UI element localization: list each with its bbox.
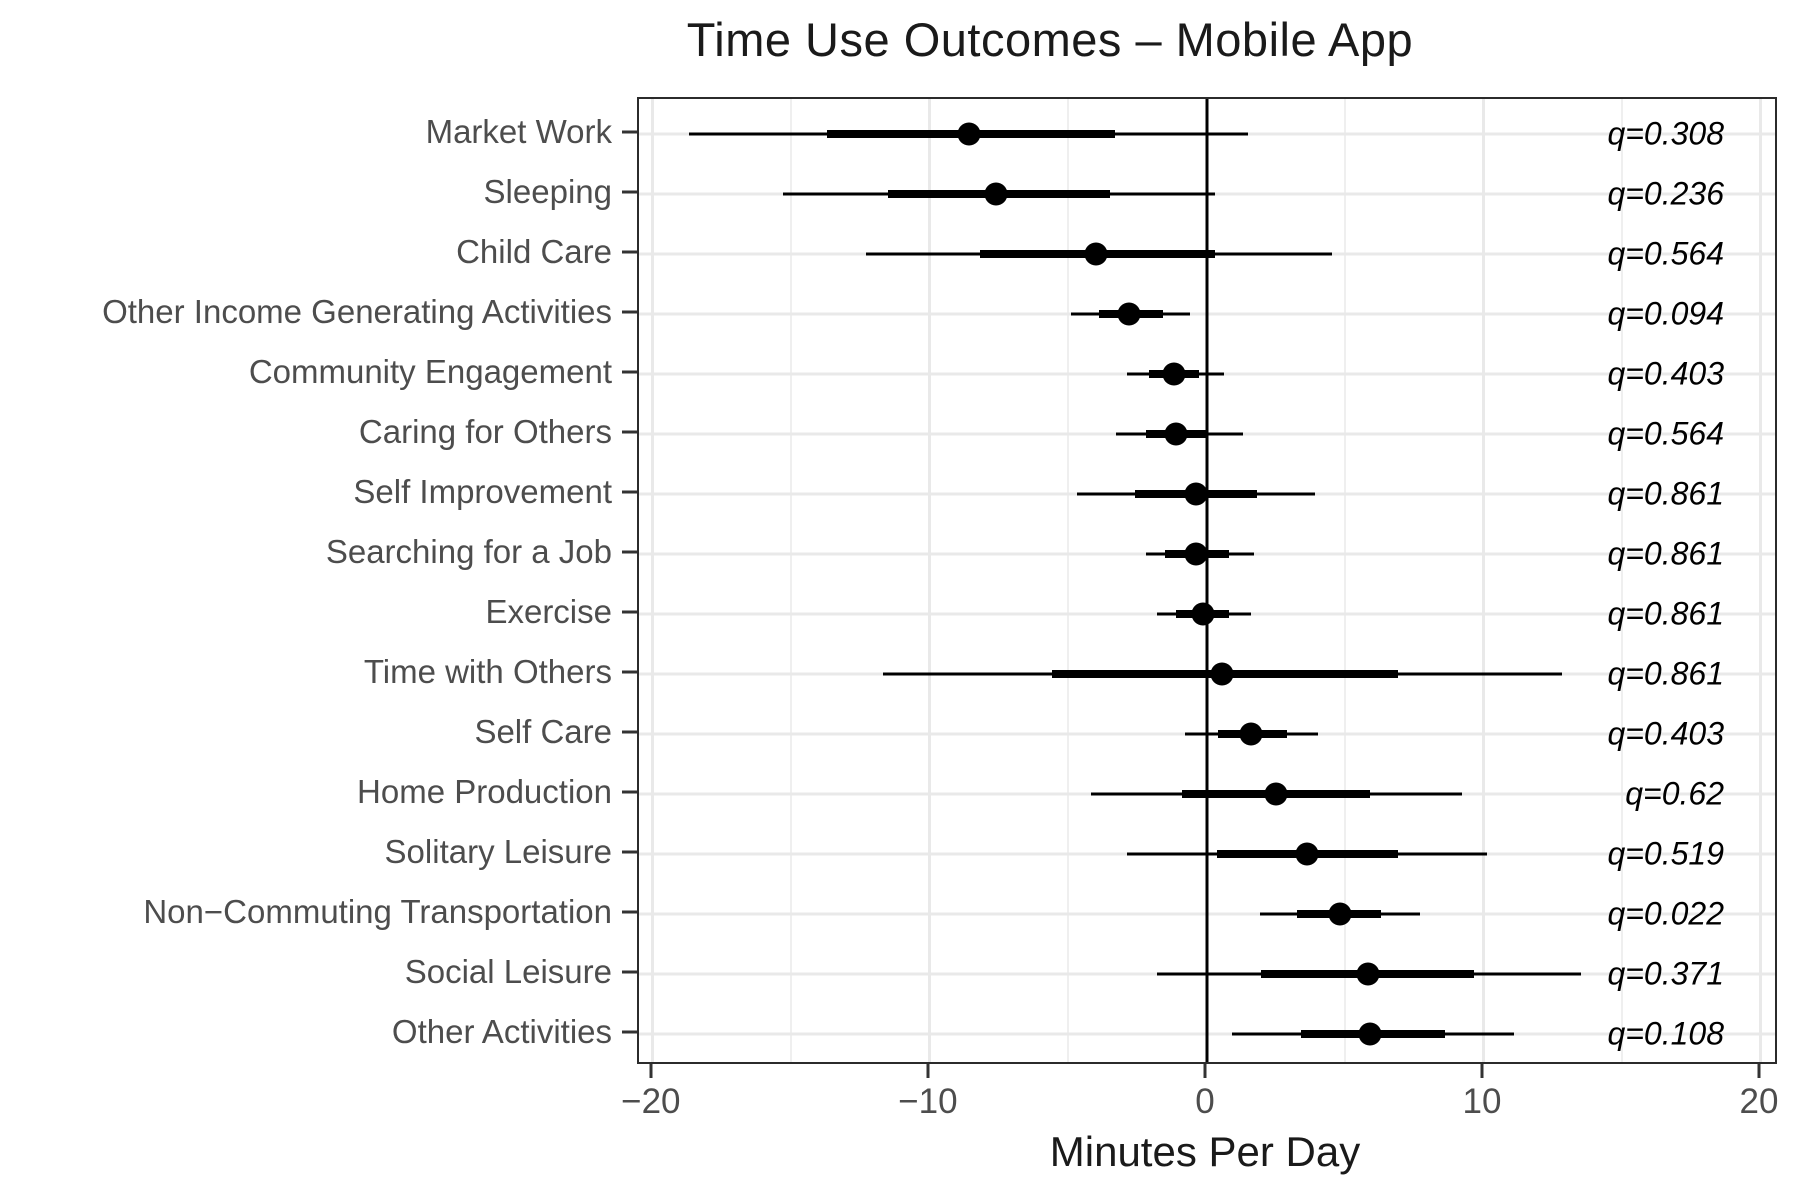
gridline-minor-vertical bbox=[1621, 99, 1624, 1062]
q-value-label: q=0.308 bbox=[1607, 115, 1724, 152]
y-axis-tick bbox=[622, 670, 637, 674]
x-axis-tick-label: −20 bbox=[621, 1082, 681, 1121]
q-value-label: q=0.519 bbox=[1607, 835, 1724, 872]
category-label: Time with Others bbox=[363, 653, 612, 690]
x-axis-title: Minutes Per Day bbox=[1049, 1128, 1361, 1175]
x-axis-tick-label: −10 bbox=[898, 1082, 958, 1121]
y-axis-tick bbox=[622, 310, 637, 314]
category-label: Self Care bbox=[474, 713, 612, 750]
point-estimate bbox=[1264, 782, 1288, 806]
x-axis-tick bbox=[1203, 1064, 1207, 1078]
y-axis-tick bbox=[622, 910, 637, 914]
y-axis-tick bbox=[622, 790, 637, 794]
category-label: Non−Commuting Transportation bbox=[143, 893, 612, 930]
point-estimate bbox=[1164, 422, 1188, 446]
y-axis-tick bbox=[622, 970, 637, 974]
category-label: Searching for a Job bbox=[325, 533, 612, 570]
category-label: Caring for Others bbox=[358, 413, 612, 450]
gridline-major-vertical bbox=[1482, 99, 1486, 1062]
x-axis-tick-label: 20 bbox=[1739, 1082, 1779, 1121]
y-axis-tick bbox=[622, 430, 637, 434]
category-label: Market Work bbox=[425, 113, 612, 150]
y-axis-tick bbox=[622, 250, 637, 254]
q-value-label: q=0.108 bbox=[1607, 1015, 1724, 1052]
gridline-major-vertical bbox=[651, 99, 655, 1062]
point-estimate bbox=[1295, 842, 1319, 866]
gridline-minor-vertical bbox=[1344, 99, 1347, 1062]
category-label: Child Care bbox=[456, 233, 612, 270]
point-estimate bbox=[1239, 722, 1263, 746]
y-axis-tick bbox=[622, 130, 637, 134]
point-estimate bbox=[984, 182, 1008, 206]
x-axis-tick-label: 10 bbox=[1462, 1082, 1502, 1121]
category-label: Community Engagement bbox=[248, 353, 612, 390]
point-estimate bbox=[1358, 1022, 1382, 1046]
point-estimate bbox=[957, 122, 981, 146]
q-value-label: q=0.403 bbox=[1607, 715, 1724, 752]
plot-panel: q=0.308 q=0.236 q=0.564 q=0.094 q=0.403 q=0.5… bbox=[637, 97, 1777, 1064]
category-label: Sleeping bbox=[483, 173, 612, 210]
x-axis-tick bbox=[649, 1064, 653, 1078]
point-estimate bbox=[1084, 242, 1108, 266]
q-value-label: q=0.236 bbox=[1607, 175, 1724, 212]
q-value-label: q=0.861 bbox=[1607, 595, 1724, 632]
q-value-label: q=0.861 bbox=[1607, 475, 1724, 512]
q-value-label: q=0.371 bbox=[1607, 955, 1724, 992]
point-estimate bbox=[1210, 662, 1234, 686]
q-value-label: q=0.564 bbox=[1607, 235, 1724, 272]
category-label: Solitary Leisure bbox=[384, 833, 612, 870]
x-axis-tick bbox=[926, 1064, 930, 1078]
point-estimate bbox=[1184, 542, 1208, 566]
y-axis-tick bbox=[622, 1030, 637, 1034]
point-estimate bbox=[1184, 482, 1208, 506]
category-label: Other Activities bbox=[391, 1013, 612, 1050]
gridline-minor-vertical bbox=[1067, 99, 1070, 1062]
y-axis-tick bbox=[622, 490, 637, 494]
q-value-label: q=0.861 bbox=[1607, 535, 1724, 572]
point-estimate bbox=[1191, 602, 1215, 626]
zero-reference-line bbox=[1205, 99, 1209, 1062]
category-label: Self Improvement bbox=[353, 473, 612, 510]
point-estimate bbox=[1162, 362, 1186, 386]
gridline-minor-vertical bbox=[790, 99, 793, 1062]
x-axis-tick bbox=[1480, 1064, 1484, 1078]
y-axis-tick bbox=[622, 190, 637, 194]
q-value-label: q=0.094 bbox=[1607, 295, 1724, 332]
category-label: Other Income Generating Activities bbox=[102, 293, 612, 330]
q-value-label: q=0.022 bbox=[1607, 895, 1724, 932]
gridline-major-vertical bbox=[928, 99, 932, 1062]
x-axis-tick-label: 0 bbox=[1195, 1082, 1215, 1121]
point-estimate bbox=[1356, 962, 1380, 986]
q-value-label: q=0.62 bbox=[1625, 775, 1724, 812]
y-axis-tick bbox=[622, 730, 637, 734]
chart-title: Time Use Outcomes – Mobile App bbox=[686, 13, 1414, 66]
point-estimate bbox=[1117, 302, 1141, 326]
q-value-label: q=0.403 bbox=[1607, 355, 1724, 392]
y-axis-tick bbox=[622, 610, 637, 614]
category-label: Social Leisure bbox=[404, 953, 612, 990]
y-axis-tick bbox=[622, 550, 637, 554]
q-value-label: q=0.564 bbox=[1607, 415, 1724, 452]
q-value-label: q=0.861 bbox=[1607, 655, 1724, 692]
category-label: Home Production bbox=[357, 773, 612, 810]
x-axis-tick bbox=[1757, 1064, 1761, 1078]
point-estimate bbox=[1328, 902, 1352, 926]
y-axis-tick bbox=[622, 370, 637, 374]
y-axis-tick bbox=[622, 850, 637, 854]
category-label: Exercise bbox=[485, 593, 612, 630]
gridline-major-vertical bbox=[1759, 99, 1763, 1062]
